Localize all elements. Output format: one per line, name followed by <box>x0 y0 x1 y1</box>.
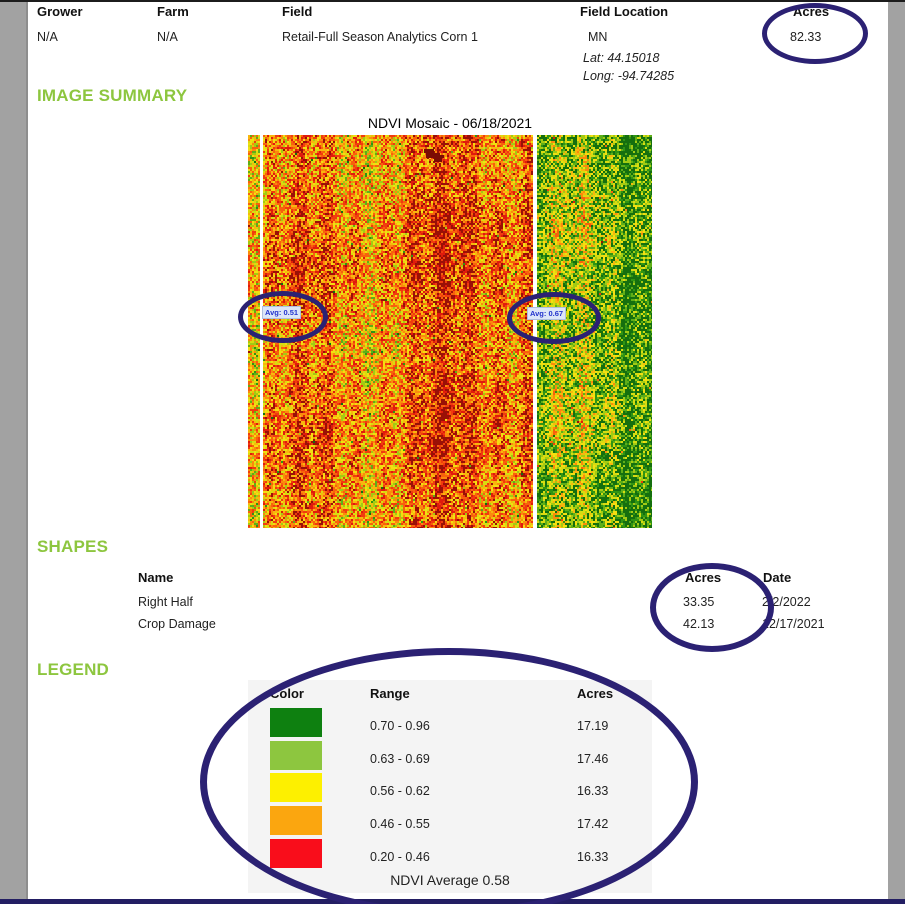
header-field: Field Retail-Full Season Analytics Corn … <box>282 4 478 44</box>
legend-acres: 17.19 <box>577 719 609 733</box>
legend-acres: 17.42 <box>577 817 609 831</box>
legend-range: 0.56 - 0.62 <box>370 784 430 798</box>
shape-row-name: Right Half <box>138 595 193 609</box>
shapes-col-date: Date <box>763 570 792 585</box>
legend-col-acres: Acres <box>577 686 614 701</box>
latitude-value: Lat: 44.15018 <box>583 51 660 65</box>
legend-acres: 17.46 <box>577 752 609 766</box>
shape-row-date: 2/2/2022 <box>762 595 811 609</box>
page-margin-right <box>888 0 905 904</box>
header-farm: Farm N/A <box>157 4 189 44</box>
avg-annotation-left: Avg: 0.51 <box>262 306 302 319</box>
legend-panel: Color Range Acres 0.70 - 0.96 0.63 - 0.6… <box>248 680 652 893</box>
top-border-line <box>0 0 905 2</box>
acres-label: Acres <box>793 4 830 19</box>
legend-range: 0.20 - 0.46 <box>370 850 430 864</box>
legend-swatch-light-green <box>270 741 322 770</box>
field-value: Retail-Full Season Analytics Corn 1 <box>282 30 478 44</box>
grower-value: N/A <box>37 30 58 44</box>
grower-label: Grower <box>37 4 83 19</box>
shape-row-name: Crop Damage <box>138 617 216 631</box>
header-field-location: Field Location MN Lat: 44.15018 Long: -9… <box>580 4 674 83</box>
longitude-value: Long: -94.74285 <box>583 69 675 83</box>
page-margin-left <box>0 0 28 904</box>
header-grower: Grower N/A <box>37 4 83 44</box>
legend-acres: 16.33 <box>577 850 609 864</box>
farm-value: N/A <box>157 30 178 44</box>
farm-label: Farm <box>157 4 189 19</box>
legend-range: 0.46 - 0.55 <box>370 817 430 831</box>
bottom-bar <box>0 899 905 904</box>
map-title: NDVI Mosaic - 06/18/2021 <box>367 115 533 131</box>
legend-range: 0.70 - 0.96 <box>370 719 430 733</box>
legend-swatch-yellow <box>270 773 322 802</box>
shapes-col-acres: Acres <box>685 570 722 585</box>
legend-swatch-dark-green <box>270 708 322 737</box>
acres-value: 82.33 <box>790 30 822 44</box>
field-label: Field <box>282 4 313 19</box>
avg-annotation-right: Avg: 0.67 <box>527 307 567 320</box>
legend-heading: LEGEND <box>37 660 110 679</box>
legend-acres: 16.33 <box>577 784 609 798</box>
field-location-label: Field Location <box>580 4 669 19</box>
shapes-col-name: Name <box>138 570 174 585</box>
shape-row-acres: 33.35 <box>683 595 715 609</box>
legend-col-range: Range <box>370 686 410 701</box>
ndvi-average-text: NDVI Average 0.58 <box>390 872 510 888</box>
legend-range: 0.63 - 0.69 <box>370 752 430 766</box>
shape-row-acres: 42.13 <box>683 617 715 631</box>
legend-swatch-orange <box>270 806 322 835</box>
shape-row-date: 12/17/2021 <box>762 617 825 631</box>
ndvi-mosaic-image <box>248 135 652 528</box>
header-acres: Acres 82.33 <box>790 4 830 44</box>
shapes-heading: SHAPES <box>37 537 109 556</box>
legend-swatch-red <box>270 839 322 868</box>
image-summary-heading: IMAGE SUMMARY <box>37 86 188 105</box>
legend-col-color: Color <box>270 686 304 701</box>
field-location-value: MN <box>588 30 608 44</box>
